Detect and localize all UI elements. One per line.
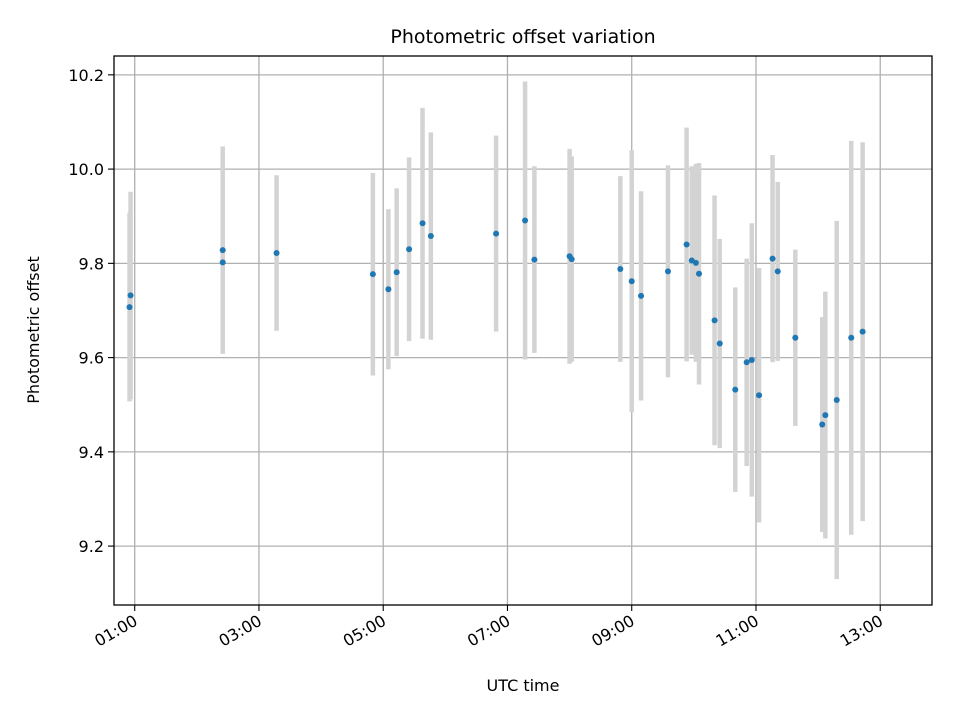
- data-point: [833, 397, 840, 404]
- data-point: [774, 268, 781, 275]
- data-point: [692, 259, 699, 266]
- y-tick-label: 9.8: [79, 254, 104, 273]
- data-point: [427, 233, 434, 240]
- data-point: [822, 412, 829, 419]
- data-point: [531, 256, 538, 263]
- data-point: [792, 334, 799, 341]
- y-axis-label: Photometric offset: [24, 256, 43, 404]
- data-point: [369, 271, 376, 278]
- data-point: [664, 268, 671, 275]
- chart-title: Photometric offset variation: [390, 26, 655, 48]
- data-point: [732, 386, 739, 393]
- y-axis: 9.2 9.4 9.6 9.8 10.0 10.2: [68, 66, 114, 556]
- data-point: [859, 328, 866, 335]
- data-point: [756, 392, 763, 399]
- data-point: [385, 286, 392, 293]
- plot-frame: [113, 55, 933, 606]
- data-point: [617, 266, 624, 273]
- data-point: [219, 247, 226, 254]
- data-point: [219, 259, 226, 266]
- y-tick-label: 9.2: [79, 537, 104, 556]
- data-point: [848, 334, 855, 341]
- data-point: [638, 292, 645, 299]
- data-point: [522, 217, 529, 224]
- y-tick-label: 9.6: [79, 349, 104, 368]
- data-point: [493, 230, 500, 237]
- data-point: [748, 356, 755, 363]
- y-tick-label: 10.0: [68, 160, 104, 179]
- y-tick-label: 10.2: [68, 66, 104, 85]
- x-axis-label: UTC time: [487, 676, 560, 695]
- data-point: [568, 256, 575, 263]
- data-point: [716, 340, 723, 347]
- data-point: [683, 241, 690, 248]
- y-tick-label: 9.4: [79, 443, 104, 462]
- data-point: [406, 246, 413, 253]
- data-point: [126, 304, 133, 311]
- data-point: [769, 255, 776, 262]
- data-point: [819, 421, 826, 428]
- data-point: [273, 249, 280, 256]
- data-point: [711, 317, 718, 324]
- data-point: [419, 220, 426, 227]
- data-points: [126, 217, 866, 428]
- data-point: [393, 269, 400, 276]
- data-point: [628, 278, 635, 285]
- data-point: [127, 292, 134, 299]
- data-point: [696, 270, 703, 277]
- data-point: [743, 359, 750, 366]
